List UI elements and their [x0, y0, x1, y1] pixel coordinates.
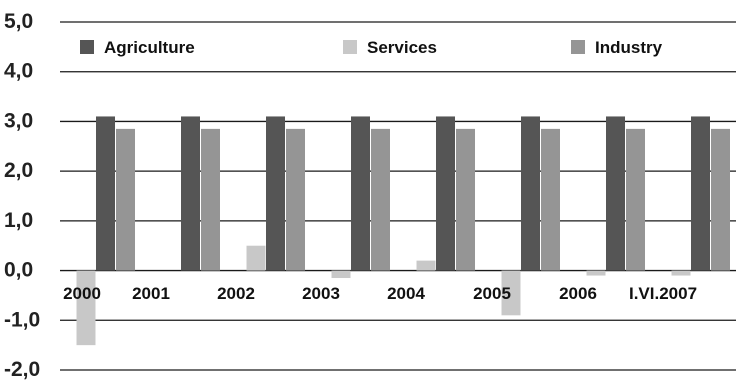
x-tick-label: I.VI.2007: [629, 284, 697, 303]
bar-industry: [116, 128, 135, 271]
bar-industry: [541, 128, 560, 271]
bar-agriculture: [351, 116, 370, 271]
y-axis-ticks: 5,0 4,0 3,0 2,0 1,0 0,0 -1,0 -2,0: [4, 10, 40, 380]
bar-industry: [711, 128, 730, 271]
x-tick-label: 2001: [132, 284, 170, 303]
legend-label-services: Services: [367, 38, 437, 57]
legend: Agriculture Services Industry: [80, 38, 663, 57]
bar-industry: [371, 128, 390, 271]
legend-swatch-industry: [571, 40, 585, 54]
y-tick-label: 4,0: [4, 60, 33, 83]
x-tick-label: 2000: [63, 284, 101, 303]
bar-services: [586, 270, 606, 276]
bar-industry: [456, 128, 475, 271]
x-tick-label: 2004: [387, 284, 425, 303]
y-tick-label: 0,0: [4, 259, 33, 282]
y-tick-label: 1,0: [4, 209, 33, 232]
x-tick-label: 2002: [217, 284, 255, 303]
bar-agriculture: [436, 116, 455, 271]
bar-industry: [626, 128, 645, 271]
bar-industry: [201, 128, 220, 271]
y-tick-label: -2,0: [4, 358, 40, 380]
y-tick-label: 3,0: [4, 109, 33, 132]
bar-services: [671, 270, 691, 276]
y-tick-label: -1,0: [4, 308, 40, 331]
gridlines: [60, 21, 736, 371]
legend-label-agriculture: Agriculture: [104, 38, 195, 57]
bar-services: [76, 270, 96, 346]
legend-label-industry: Industry: [595, 38, 663, 57]
bar-services: [501, 270, 521, 316]
bar-agriculture: [181, 116, 200, 271]
bar-agriculture: [691, 116, 710, 271]
bar-services: [416, 260, 436, 271]
bar-services: [331, 270, 351, 279]
bar-agriculture: [266, 116, 285, 271]
x-axis-ticks: 2000 2001 2002 2003 2004 2005 2006 I.VI.2007: [63, 284, 697, 303]
bar-industry: [286, 128, 305, 271]
bar-agriculture: [606, 116, 625, 271]
bars: [76, 116, 730, 346]
bar-agriculture: [521, 116, 540, 271]
bar-services: [246, 245, 266, 271]
legend-swatch-agriculture: [80, 40, 94, 54]
y-tick-label: 5,0: [4, 10, 33, 33]
y-tick-label: 2,0: [4, 159, 33, 182]
bar-agriculture: [96, 116, 115, 271]
x-tick-label: 2006: [559, 284, 597, 303]
x-tick-label: 2003: [302, 284, 340, 303]
x-tick-label: 2005: [473, 284, 511, 303]
legend-swatch-services: [343, 40, 357, 54]
